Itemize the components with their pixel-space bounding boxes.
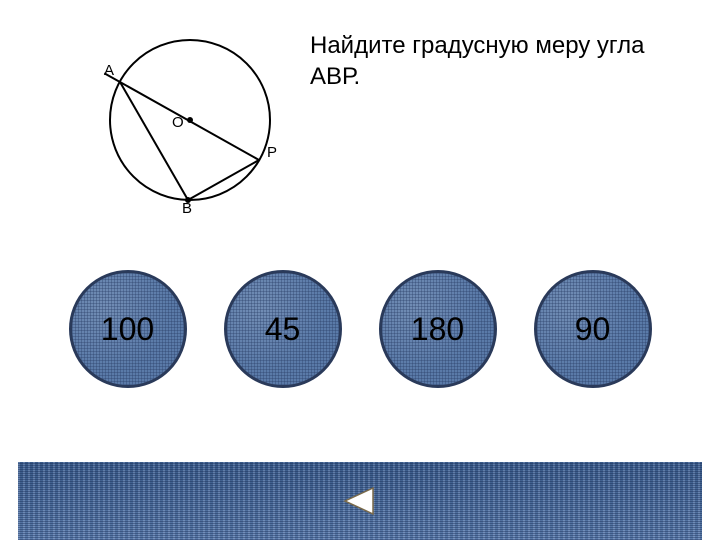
- question-text: Найдите градусную меру угла АВР.: [310, 20, 680, 240]
- answer-option-1[interactable]: 100: [69, 270, 187, 388]
- point-label-A: A: [104, 62, 114, 79]
- back-button[interactable]: [340, 481, 380, 521]
- answers-row: 100 45 180 90: [0, 250, 720, 408]
- answer-label: 180: [411, 311, 464, 348]
- answer-option-2[interactable]: 45: [224, 270, 342, 388]
- answer-option-3[interactable]: 180: [379, 270, 497, 388]
- point-label-O: O: [172, 114, 184, 131]
- answer-option-4[interactable]: 90: [534, 270, 652, 388]
- top-section: A B P O Найдите градусную меру угла АВР.: [0, 0, 720, 240]
- answer-label: 90: [575, 311, 611, 348]
- point-label-B: B: [182, 200, 192, 217]
- point-label-P: P: [267, 144, 277, 161]
- bottom-bar: [18, 462, 702, 540]
- answer-label: 100: [101, 311, 154, 348]
- back-triangle-icon: [343, 486, 377, 516]
- geometry-diagram: A B P O: [60, 20, 310, 240]
- answer-label: 45: [265, 311, 301, 348]
